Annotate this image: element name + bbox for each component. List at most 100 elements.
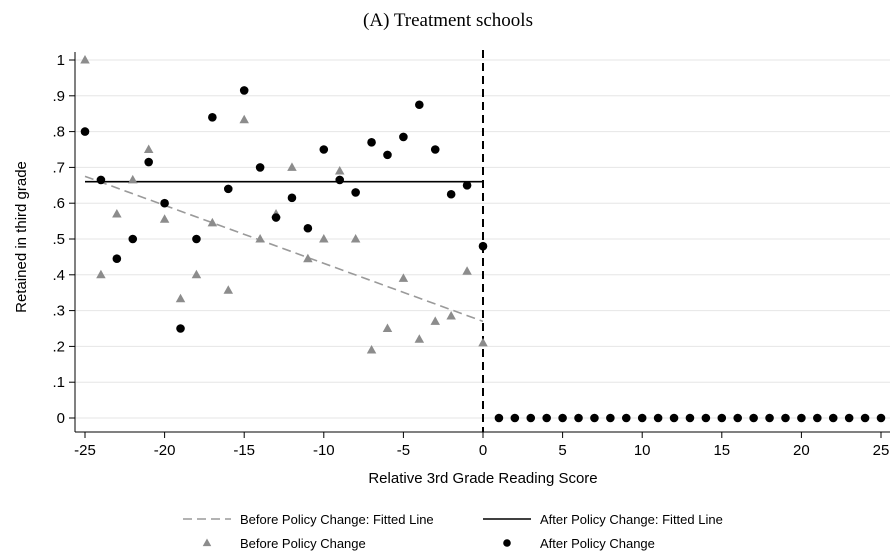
after-point bbox=[606, 413, 615, 423]
legend-item: Before Policy Change bbox=[202, 536, 366, 551]
after-point bbox=[80, 127, 90, 136]
after-point bbox=[271, 213, 281, 222]
x-axis-label: Relative 3rd Grade Reading Score bbox=[368, 470, 597, 487]
before-point bbox=[128, 174, 138, 184]
after-point bbox=[669, 413, 679, 423]
after-point bbox=[574, 413, 583, 423]
legend-dot-symbol bbox=[503, 539, 511, 547]
before-point bbox=[366, 344, 377, 354]
before-point bbox=[207, 217, 218, 227]
before-point bbox=[159, 214, 170, 223]
after-point bbox=[319, 145, 329, 154]
after-point bbox=[367, 138, 376, 147]
before-point bbox=[414, 334, 425, 343]
after-point bbox=[192, 234, 201, 244]
x-tick-label: 25 bbox=[873, 442, 890, 459]
after-point bbox=[494, 413, 504, 423]
after-point bbox=[876, 413, 886, 423]
after-point bbox=[255, 163, 265, 172]
after-point bbox=[223, 184, 233, 194]
after-point bbox=[160, 198, 169, 208]
after-point bbox=[446, 189, 456, 199]
after-point bbox=[478, 241, 488, 251]
before-point bbox=[398, 273, 409, 282]
before-point bbox=[223, 285, 234, 294]
after-point bbox=[176, 324, 185, 333]
after-point bbox=[383, 150, 392, 160]
after-point bbox=[733, 413, 743, 423]
after-point bbox=[335, 175, 345, 185]
y-tick-label: .7 bbox=[52, 159, 65, 176]
after-point bbox=[685, 413, 695, 423]
y-tick-label: .4 bbox=[52, 267, 65, 284]
after-point bbox=[239, 86, 249, 95]
x-tick-label: -10 bbox=[313, 442, 335, 459]
after-point bbox=[621, 413, 631, 423]
after-point bbox=[781, 413, 790, 423]
after-point bbox=[717, 413, 727, 423]
after-point bbox=[208, 112, 217, 122]
after-point bbox=[351, 188, 360, 197]
y-tick-label: .9 bbox=[52, 88, 65, 105]
after-point bbox=[128, 234, 138, 244]
y-tick-label: 1 bbox=[57, 52, 65, 69]
after-point bbox=[526, 413, 536, 423]
after-point bbox=[637, 413, 647, 423]
x-tick-label: -20 bbox=[154, 442, 176, 459]
before-point bbox=[303, 253, 313, 263]
plot-area bbox=[80, 50, 886, 432]
after-point bbox=[653, 413, 663, 423]
after-point bbox=[828, 413, 838, 423]
x-tick-label: -25 bbox=[74, 442, 96, 459]
before-point bbox=[175, 293, 186, 303]
x-tick-label: -15 bbox=[233, 442, 255, 459]
before-point bbox=[382, 323, 393, 332]
before-point bbox=[239, 114, 249, 124]
after-point bbox=[701, 413, 711, 423]
x-tick-label: 20 bbox=[793, 442, 810, 459]
before-point bbox=[462, 266, 472, 275]
before-point bbox=[478, 337, 488, 347]
after-point bbox=[813, 413, 822, 423]
before-point bbox=[350, 234, 361, 243]
before-point bbox=[112, 208, 122, 218]
after-point bbox=[112, 254, 122, 263]
legend: Before Policy Change: Fitted Line After P… bbox=[183, 512, 723, 551]
after-point bbox=[303, 223, 313, 233]
after-point bbox=[287, 193, 297, 203]
legend-label: Before Policy Change bbox=[240, 536, 366, 551]
legend-label: After Policy Change bbox=[540, 536, 655, 551]
after-point bbox=[415, 100, 424, 110]
legend-label: Before Policy Change: Fitted Line bbox=[240, 512, 434, 527]
y-tick-label: 0 bbox=[57, 410, 65, 427]
before-fitted-line bbox=[84, 175, 484, 323]
before-point bbox=[446, 310, 456, 320]
before-point bbox=[287, 162, 297, 171]
after-point bbox=[430, 145, 440, 154]
before-point bbox=[143, 144, 154, 153]
before-point bbox=[96, 269, 106, 279]
before-point bbox=[319, 234, 329, 243]
axes: 0 .1 .2 .3 .4 .5 .6 .7 .8 .9 1 -25 -20 -15 -10 -5 0 5 10 15… bbox=[52, 52, 890, 459]
x-tick-label: 10 bbox=[634, 442, 651, 459]
after-point bbox=[96, 175, 106, 185]
x-tick-label: 15 bbox=[713, 442, 730, 459]
before-point bbox=[334, 165, 345, 175]
y-tick-label: .8 bbox=[52, 124, 65, 141]
before-point bbox=[191, 269, 202, 279]
y-tick-label: .3 bbox=[52, 303, 65, 320]
after-point bbox=[860, 413, 870, 423]
after-point bbox=[542, 413, 551, 423]
after-point bbox=[144, 157, 153, 167]
after-point bbox=[510, 413, 520, 423]
x-tick-label: 5 bbox=[558, 442, 566, 459]
x-tick-label: 0 bbox=[479, 442, 487, 459]
after-point bbox=[765, 413, 774, 423]
before-point bbox=[430, 316, 440, 325]
legend-triangle-symbol bbox=[202, 538, 212, 547]
y-tick-label: .5 bbox=[52, 231, 65, 248]
legend-item: Before Policy Change: Fitted Line bbox=[183, 512, 434, 527]
after-point bbox=[749, 413, 758, 423]
after-point bbox=[844, 413, 854, 423]
